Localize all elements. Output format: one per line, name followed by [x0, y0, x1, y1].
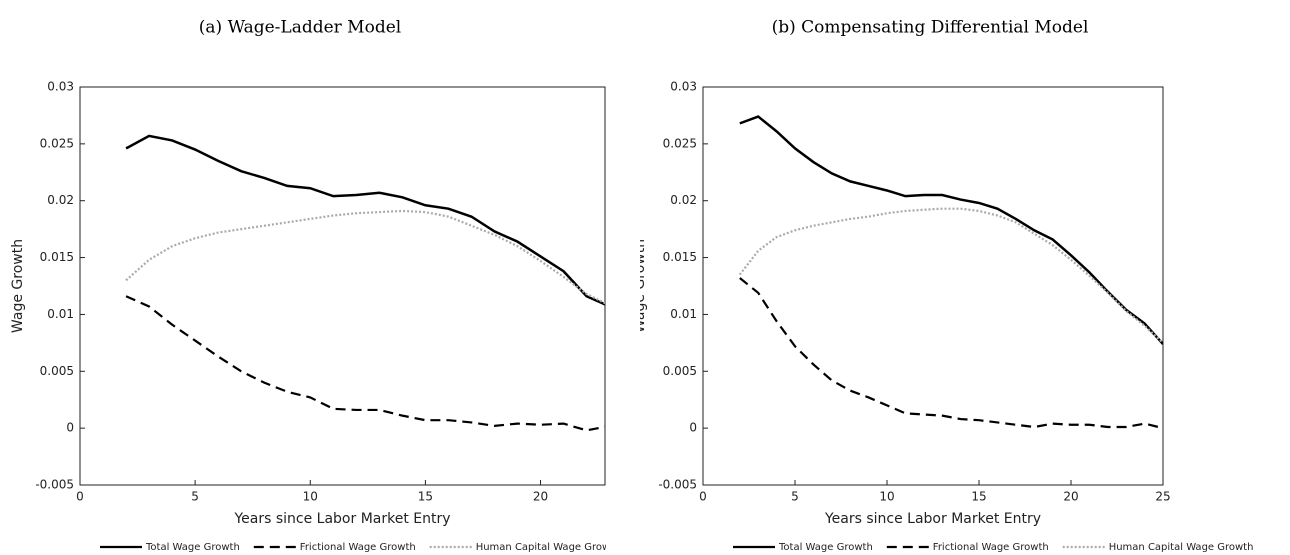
x-tick-label: 10 [303, 490, 318, 504]
y-tick-label: 0.025 [663, 136, 697, 150]
y-tick-label: 0.01 [47, 307, 74, 321]
y-tick-label: 0.03 [47, 80, 74, 94]
y-tick-label: 0.005 [40, 364, 74, 378]
y-tick-label: 0.015 [40, 250, 74, 264]
plot-frame [79, 86, 606, 486]
legend-label: Frictional Wage Growth [300, 542, 416, 553]
y-axis-label: Wage Growth [10, 239, 26, 333]
x-tick-label: 0 [699, 490, 707, 504]
x-tick-label: 15 [971, 490, 986, 504]
y-tick-label: 0.025 [40, 136, 74, 150]
y-tick-label: 0.03 [670, 80, 697, 94]
x-axis-label: Years since Labor Market Entry [824, 511, 1041, 527]
legend-label: Human Capital Wage Growth [476, 542, 621, 553]
x-tick-label: 0 [76, 490, 84, 504]
y-tick-label: -0.005 [35, 478, 74, 492]
x-tick-label: 20 [1063, 490, 1078, 504]
y-tick-label: 0.005 [663, 364, 697, 378]
y-tick-label: 0 [66, 421, 74, 435]
x-tick-label: 5 [191, 490, 199, 504]
legend-label: Frictional Wage Growth [933, 542, 1049, 553]
series-line [125, 134, 605, 306]
x-axis-label: Years since Labor Market Entry [233, 511, 450, 527]
chart-title: (b) Compensating Differential Model [772, 18, 1089, 38]
legend-label: Total Wage Growth [778, 542, 873, 553]
y-tick-label: 0 [689, 421, 697, 435]
legend-label: Human Capital Wage Growth [1109, 542, 1254, 553]
panel: (a) Wage-Ladder Model Years since Labor M… [10, 18, 621, 554]
legend-label: Total Wage Growth [145, 542, 240, 553]
y-tick-label: 0.015 [663, 250, 697, 264]
series-line [738, 207, 1163, 344]
panel: (b) Compensating Differential Model Years… [632, 18, 1254, 554]
x-tick-label: 20 [533, 490, 548, 504]
series-line [125, 295, 605, 432]
y-tick-label: -0.005 [658, 478, 697, 492]
y-tick-label: 0.01 [670, 307, 697, 321]
y-tick-label: 0.02 [47, 193, 74, 207]
plot-frame [702, 86, 1164, 486]
series-line [739, 277, 1163, 430]
y-axis-label: Wage Growth [632, 239, 648, 333]
x-tick-label: 5 [791, 490, 799, 504]
x-tick-label: 10 [879, 490, 894, 504]
x-tick-label: 15 [418, 490, 433, 504]
x-tick-label: 25 [1155, 490, 1170, 504]
series-line [739, 115, 1163, 345]
chart-title: (a) Wage-Ladder Model [199, 18, 401, 38]
y-tick-label: 0.02 [670, 193, 697, 207]
series-line [125, 209, 605, 305]
